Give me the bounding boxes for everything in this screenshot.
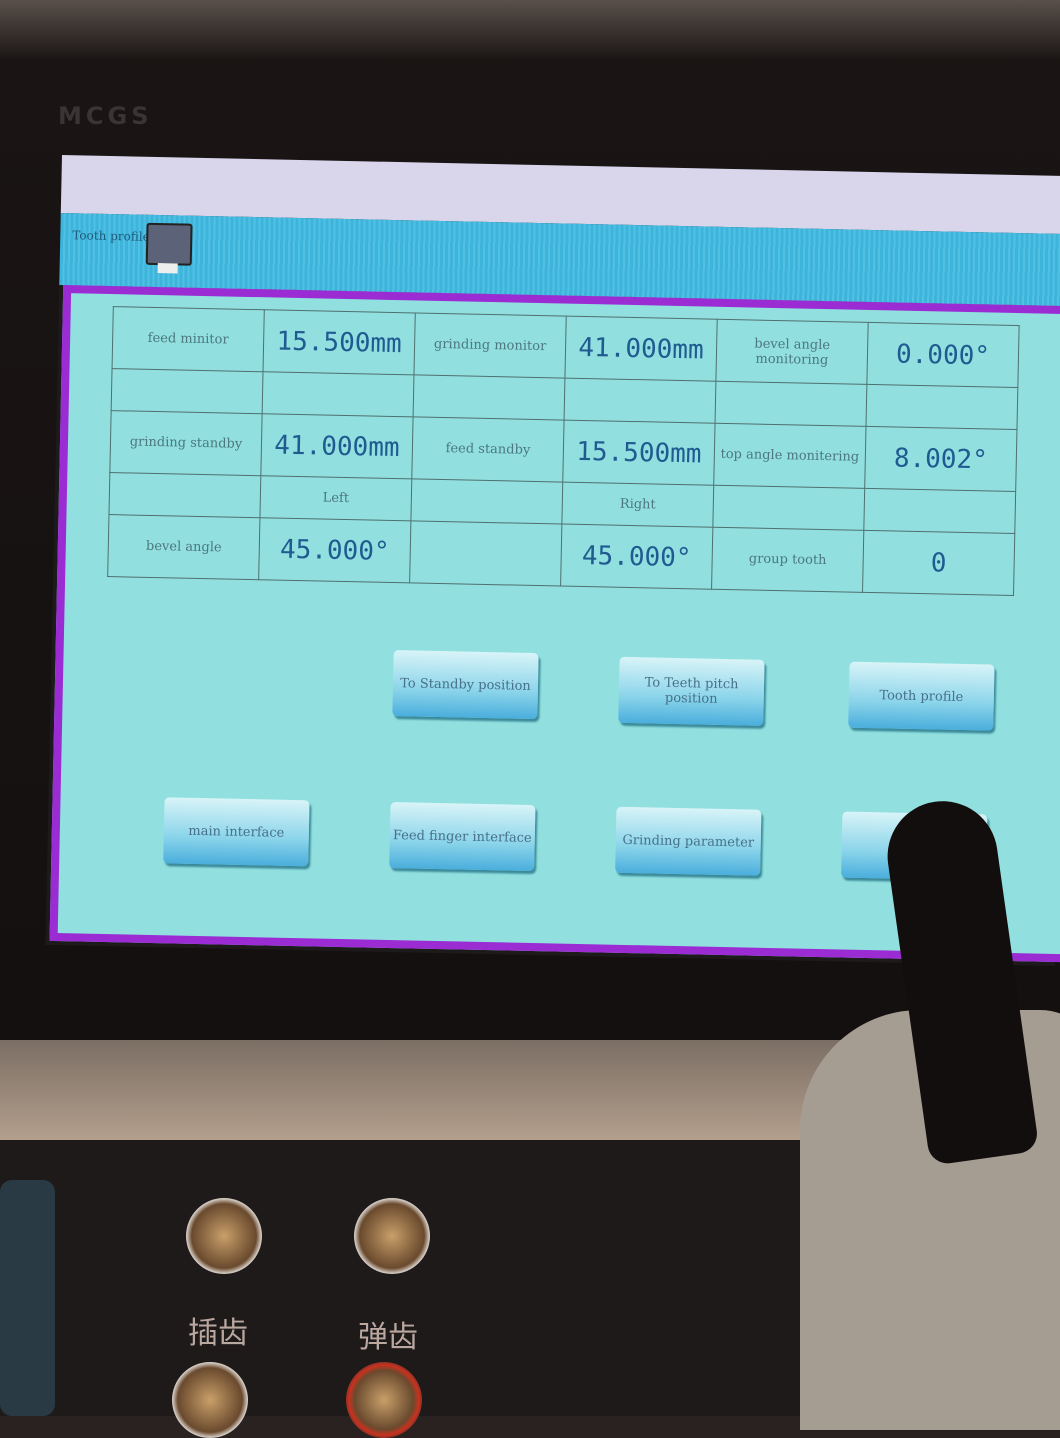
side-label-right: Right bbox=[561, 482, 714, 528]
label-cell: grinding standby bbox=[109, 410, 263, 476]
to-standby-button[interactable]: To Standby position bbox=[392, 650, 539, 720]
brand-logo: MCGS bbox=[58, 102, 153, 130]
empty-cell bbox=[712, 485, 865, 531]
eject-tooth-push-button[interactable] bbox=[354, 1198, 430, 1274]
empty-cell bbox=[715, 381, 867, 427]
label-cell: top angle monitering bbox=[713, 423, 866, 489]
empty-cell bbox=[413, 374, 565, 421]
value-cell: 0.000° bbox=[866, 322, 1020, 388]
value-cell: 15.500mm bbox=[263, 309, 416, 375]
value-cell: 15.500mm bbox=[562, 420, 716, 486]
header-label: Tooth profile bbox=[72, 228, 150, 244]
label-cell: group tooth bbox=[711, 527, 864, 593]
monitor-table: feed minitor 15.500mm grinding monitor 4… bbox=[107, 306, 1020, 596]
empty-cell bbox=[262, 371, 414, 417]
value-cell[interactable]: 45.000° bbox=[560, 524, 713, 590]
feed-finger-button[interactable]: Feed finger interface bbox=[389, 802, 536, 872]
empty-cell bbox=[865, 384, 1018, 430]
label-cell: bevel angle monitoring bbox=[715, 319, 869, 385]
console-button-red[interactable] bbox=[346, 1362, 422, 1438]
value-cell: 41.000mm bbox=[564, 316, 718, 382]
console-button[interactable] bbox=[172, 1362, 248, 1438]
phone bbox=[0, 1180, 55, 1416]
header-toggle-button[interactable] bbox=[145, 222, 193, 266]
value-cell[interactable]: 0 bbox=[862, 530, 1015, 596]
label-cell: feed minitor bbox=[112, 306, 265, 372]
insert-tooth-push-button[interactable] bbox=[186, 1198, 262, 1274]
insert-tooth-label: 插齿 bbox=[188, 1316, 248, 1351]
label-cell: grinding monitor bbox=[413, 312, 567, 379]
empty-cell bbox=[409, 520, 562, 587]
main-interface-button[interactable]: main interface bbox=[163, 797, 310, 867]
value-cell: 8.002° bbox=[864, 426, 1017, 492]
value-cell: 41.000mm bbox=[260, 413, 414, 479]
tooth-profile-button[interactable]: Tooth profile bbox=[848, 661, 995, 731]
grinding-parameter-button[interactable]: Grinding parameter bbox=[615, 806, 762, 876]
empty-cell bbox=[108, 472, 261, 518]
label-cell: feed standby bbox=[411, 416, 565, 483]
empty-cell bbox=[863, 488, 1016, 534]
label-cell: bevel angle bbox=[107, 514, 260, 580]
eject-tooth-label: 弹齿 bbox=[358, 1320, 418, 1355]
side-label-left: Left bbox=[259, 475, 412, 521]
empty-cell bbox=[410, 478, 563, 525]
empty-cell bbox=[111, 368, 264, 414]
value-cell[interactable]: 45.000° bbox=[258, 517, 411, 583]
to-teeth-pitch-button[interactable]: To Teeth pitch position bbox=[618, 656, 765, 726]
header-toggle-indicator bbox=[157, 263, 178, 274]
empty-cell bbox=[564, 378, 716, 424]
